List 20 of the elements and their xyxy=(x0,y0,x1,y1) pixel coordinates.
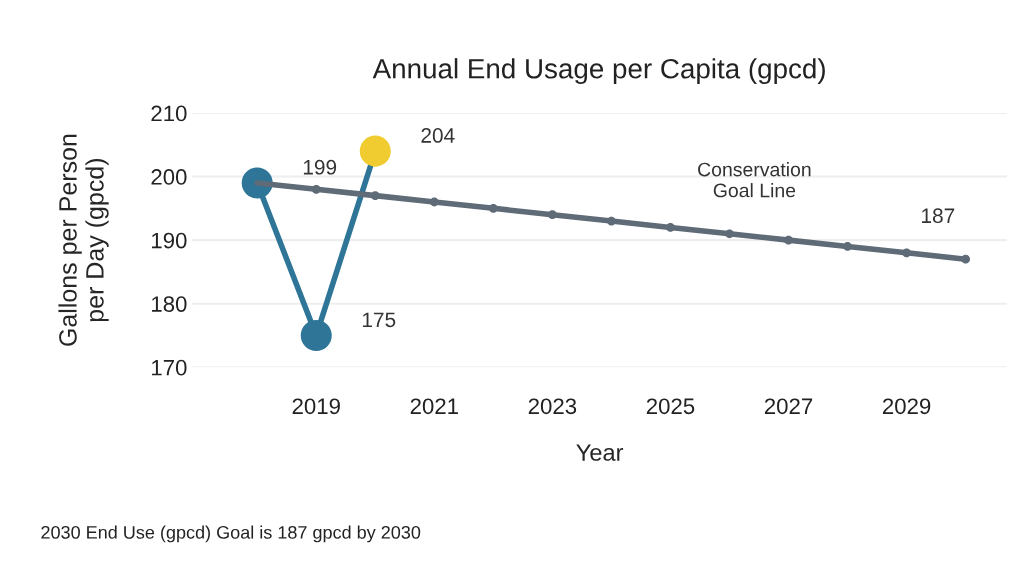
x-tick-label: 2023 xyxy=(528,398,577,415)
y-tick-label: 190 xyxy=(152,232,187,249)
data-label: 187 xyxy=(922,208,955,224)
y-axis-title: Gallons per Person per Day (gpcd) xyxy=(58,134,109,346)
data-label: 204 xyxy=(421,128,455,143)
x-tick-label: 2027 xyxy=(764,398,813,415)
x-tick-label: 2029 xyxy=(882,398,931,415)
chart-title: Annual End Usage per Capita (gpcd) xyxy=(372,58,825,85)
annotation: Conservation Goal Line xyxy=(698,162,811,198)
y-tick-label: 210 xyxy=(151,105,187,122)
data-label: 175 xyxy=(362,312,396,328)
y-tick-label: 180 xyxy=(152,296,187,312)
text: 2030 End Use (gpcd) Goal is 187 gpcd by 2030 xyxy=(41,525,421,543)
x-tick-label: 2021 xyxy=(410,398,458,415)
x-tick-label: 2019 xyxy=(292,398,340,415)
y-tick-label: 170 xyxy=(152,359,187,376)
y-tick-label: 200 xyxy=(151,169,187,185)
x-tick-label: 2025 xyxy=(646,398,695,415)
data-label: 199 xyxy=(303,159,337,175)
x-axis-title: Year xyxy=(576,444,624,461)
